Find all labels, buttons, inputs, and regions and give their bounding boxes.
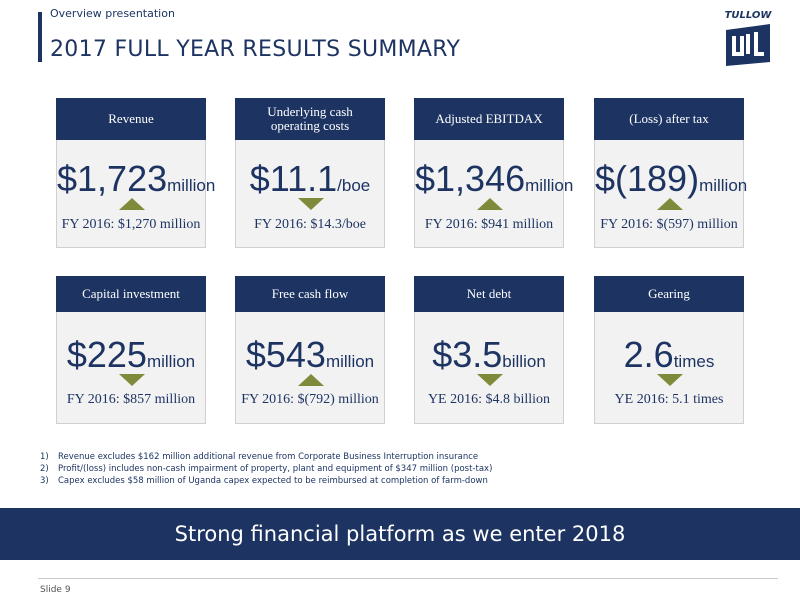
figure: $(189)million xyxy=(595,158,747,200)
footnote-marker: 1) xyxy=(40,452,49,462)
footnote: 1) Revenue excludes $162 million addition… xyxy=(40,451,492,463)
footnote-text: Profit/(loss) includes non-cash impairme… xyxy=(58,464,493,474)
kpi-card: Underlying cash operating costs $11.1/boe… xyxy=(235,98,385,248)
footnote-text: Revenue excludes $162 million additional… xyxy=(58,452,479,462)
kicker: Overview presentation xyxy=(50,7,175,20)
card-header: Adjusted EBITDAX xyxy=(414,98,564,140)
kpi-card: Revenue $1,723million FY 2016: $1,270 mill… xyxy=(56,98,215,248)
trend-arrow xyxy=(477,198,503,210)
footnotes: 1) Revenue excludes $162 million addition… xyxy=(40,451,492,487)
card-header: (Loss) after tax xyxy=(594,98,744,140)
footnote-text: Capex excludes $58 million of Uganda cap… xyxy=(58,476,488,486)
trend-arrow xyxy=(657,374,683,386)
card-body: 2.6times YE 2016: 5.1 times xyxy=(594,312,744,424)
figure-unit: million xyxy=(167,176,216,195)
figure-unit: /boe xyxy=(337,176,371,195)
card-body: $1,346million FY 2016: $941 million xyxy=(414,140,573,248)
figure-value: $543 xyxy=(245,334,326,375)
card-header: Net debt xyxy=(414,276,564,312)
footnote: 3) Capex excludes $58 million of Uganda c… xyxy=(40,475,492,487)
kpi-card: Gearing 2.6times YE 2016: 5.1 times xyxy=(594,276,744,424)
kpi-card: Net debt $3.5billion YE 2016: $4.8 billion xyxy=(414,276,564,424)
comparison: FY 2016: $941 million xyxy=(424,217,554,232)
figure: 2.6times xyxy=(595,334,743,376)
footer-line xyxy=(38,578,778,579)
trend-arrow xyxy=(298,374,324,386)
trend-arrow xyxy=(119,374,145,386)
comparison: FY 2016: $(792) million xyxy=(241,392,379,407)
footnote: 2) Profit/(loss) includes non-cash impair… xyxy=(40,463,492,475)
figure: $3.5billion xyxy=(415,334,563,376)
figure-value: 2.6 xyxy=(623,334,674,375)
figure: $1,346million xyxy=(415,158,573,200)
card-body: $225million FY 2016: $857 million xyxy=(56,312,206,424)
comparison: YE 2016: $4.8 billion xyxy=(427,392,551,407)
trend-arrow xyxy=(477,374,503,386)
kpi-card: Capital investment $225million FY 2016: $8… xyxy=(56,276,206,424)
card-header: Revenue xyxy=(56,98,206,140)
footnote-marker: 3) xyxy=(40,476,49,486)
figure-unit: million xyxy=(525,176,574,195)
footnote-marker: 2) xyxy=(40,464,49,474)
card-body: $3.5billion YE 2016: $4.8 billion xyxy=(414,312,564,424)
logo: TULLOW xyxy=(725,10,773,66)
slide-number: Slide 9 xyxy=(40,585,71,595)
trend-arrow xyxy=(119,198,145,210)
figure-value: $225 xyxy=(66,334,147,375)
figure-unit: million xyxy=(325,352,375,371)
title: 2017 FULL YEAR RESULTS SUMMARY xyxy=(50,37,461,62)
card-header: Underlying cash operating costs xyxy=(235,98,385,140)
card-body: $(189)million FY 2016: $(597) million xyxy=(594,140,747,248)
figure: $11.1/boe xyxy=(236,158,384,200)
logo-text: TULLOW xyxy=(725,10,773,21)
kpi-card: (Loss) after tax $(189)million FY 2016: $(… xyxy=(594,98,747,248)
card-body: $1,723million FY 2016: $1,270 million xyxy=(56,140,215,248)
figure-value: $(189) xyxy=(595,158,700,199)
kpi-card: Adjusted EBITDAX $1,346million FY 2016: $9… xyxy=(414,98,573,248)
accent-bar xyxy=(38,12,42,62)
trend-arrow xyxy=(298,198,324,210)
figure-value: $11.1 xyxy=(249,158,338,199)
kpi-card: Free cash flow $543million FY 2016: $(792)… xyxy=(235,276,385,424)
comparison: FY 2016: $857 million xyxy=(66,392,196,407)
trend-arrow xyxy=(657,198,683,210)
card-header: Free cash flow xyxy=(235,276,385,312)
figure: $1,723million xyxy=(57,158,215,200)
figure-value: $1,346 xyxy=(415,158,526,199)
figure-unit: million xyxy=(146,352,196,371)
banner: Strong financial platform as we enter 20… xyxy=(0,508,800,560)
comparison: FY 2016: $14.3/boe xyxy=(254,217,366,232)
comparison: FY 2016: $1,270 million xyxy=(61,217,201,232)
card-header: Capital investment xyxy=(56,276,206,312)
logo-mark xyxy=(732,32,764,56)
figure-value: $1,723 xyxy=(57,158,168,199)
card-body: $11.1/boe FY 2016: $14.3/boe xyxy=(235,140,385,248)
figure-value: $3.5 xyxy=(432,334,503,375)
card-header: Gearing xyxy=(594,276,744,312)
figure-unit: million xyxy=(699,176,748,195)
card-body: $543million FY 2016: $(792) million xyxy=(235,312,385,424)
figure: $225million xyxy=(57,334,205,376)
comparison: FY 2016: $(597) million xyxy=(600,217,738,232)
figure-unit: billion xyxy=(502,352,546,371)
figure: $543million xyxy=(236,334,384,376)
comparison: YE 2016: 5.1 times xyxy=(614,392,724,407)
figure-unit: times xyxy=(673,352,715,371)
